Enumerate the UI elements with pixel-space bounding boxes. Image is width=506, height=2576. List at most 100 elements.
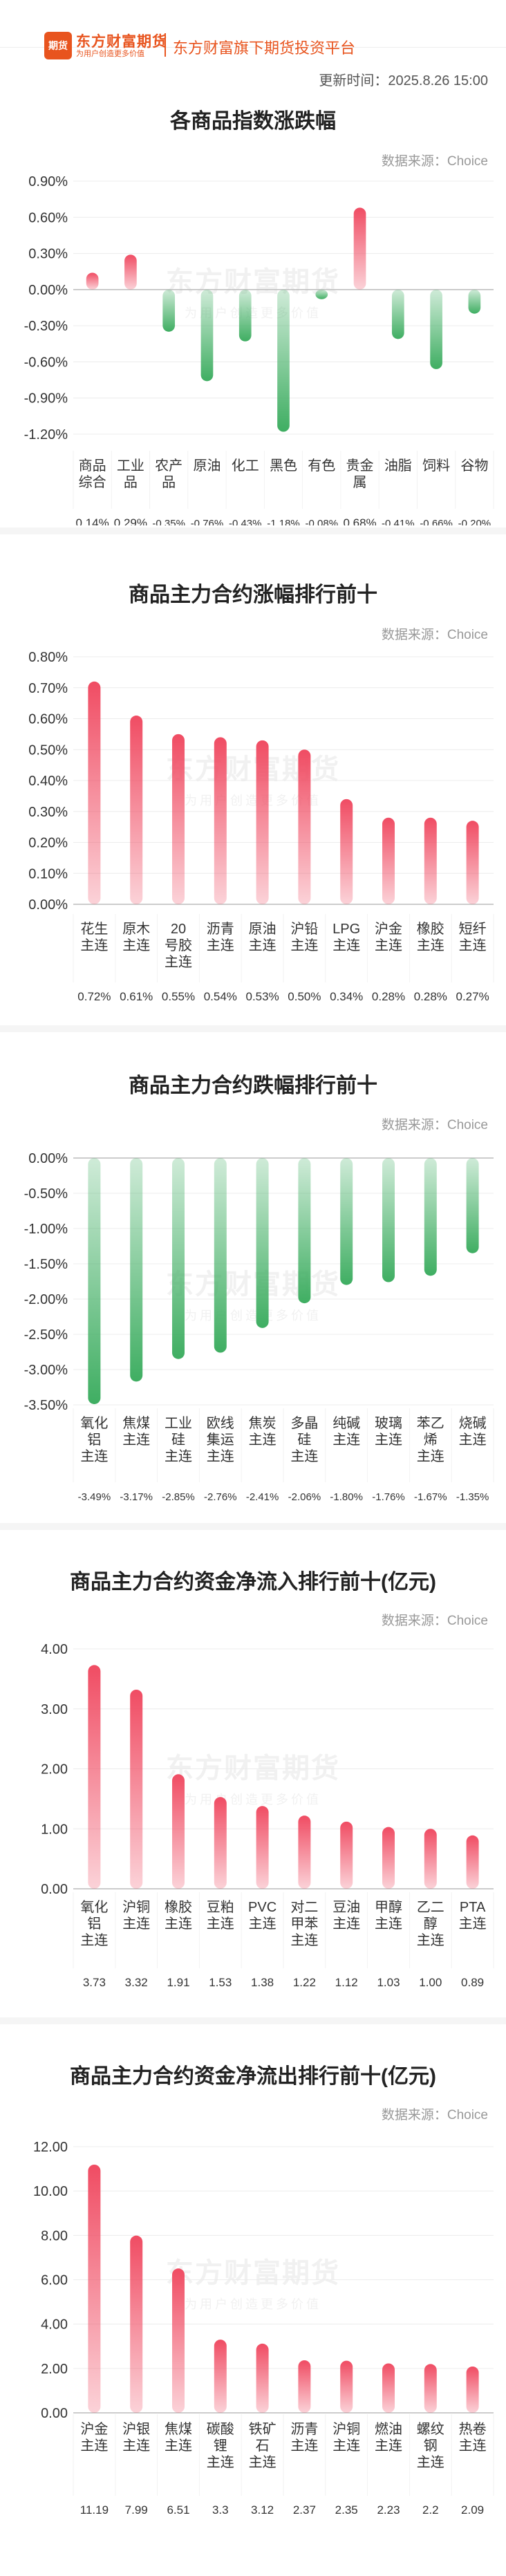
category-label: 农产品 [155, 458, 182, 490]
bar [340, 799, 353, 904]
category-label: 化工 [232, 458, 259, 474]
category-label: 沥青主连 [207, 921, 234, 953]
value-label: 1.38 [251, 1976, 274, 1989]
category-label: 氧化铝主连 [80, 1899, 108, 1948]
category-label: 纯碱主连 [332, 1415, 360, 1448]
category-label: 豆油主连 [332, 1899, 360, 1932]
category-label: PTA 主连 [459, 1900, 487, 1932]
value-label: -3.17% [120, 1491, 153, 1503]
bar [424, 817, 437, 904]
category-label: 碳酸锂主连 [207, 2421, 234, 2470]
value-label: -0.20% [458, 518, 491, 525]
bar [466, 2366, 479, 2413]
category-label: 沪银主连 [122, 2421, 150, 2454]
value-label: -0.08% [306, 518, 339, 525]
y-tick-label: 0.00% [28, 1151, 68, 1166]
value-label: -1.76% [372, 1491, 405, 1503]
y-tick-label: 0.40% [28, 774, 68, 789]
bar [256, 1158, 269, 1328]
value-label: 2.23 [377, 2503, 400, 2517]
category-label: 原油主连 [249, 921, 277, 953]
category-label: 橡胶主连 [165, 1899, 192, 1932]
bar [214, 737, 227, 904]
bar [466, 1835, 479, 1889]
chart-section-2: 商品主力合约跌幅排行前十 数据来源：Choice 东方财富期货 为用户创造更多价… [0, 1037, 506, 1521]
value-label: 0.28% [372, 990, 405, 1003]
bar [130, 1689, 143, 1889]
y-tick-label: 3.00 [41, 1702, 68, 1717]
section-divider [0, 2017, 506, 2024]
bar [124, 254, 137, 290]
bar [130, 1158, 143, 1382]
bar [298, 2360, 311, 2413]
platform-name: 东方财富旗下期货投资平台 [173, 39, 356, 57]
value-label: 0.61% [120, 990, 153, 1003]
y-tick-label: 12.00 [33, 2140, 68, 2155]
value-label: 3.12 [251, 2503, 274, 2517]
bar [353, 207, 366, 290]
category-label: 原木主连 [122, 921, 150, 953]
category-label: 焦炭主连 [249, 1415, 277, 1448]
bar [238, 289, 252, 342]
y-tick-label: 6.00 [41, 2273, 68, 2288]
value-label: -2.76% [204, 1491, 237, 1503]
category-label: 沪铜主连 [122, 1899, 150, 1932]
bar [88, 681, 101, 904]
value-label: 0.72% [77, 990, 111, 1003]
bar [466, 1158, 479, 1253]
value-label: 11.19 [80, 2503, 109, 2517]
y-tick-label: -0.60% [24, 355, 68, 370]
value-label: 2.2 [422, 2503, 439, 2517]
chart-title: 商品主力合约跌幅排行前十 [129, 1074, 377, 1097]
y-tick-label: 0.00% [28, 897, 68, 913]
category-label: 玻璃主连 [375, 1415, 402, 1448]
chart-source: 数据来源：Choice [381, 628, 488, 642]
value-label: -3.49% [78, 1491, 111, 1503]
chart-title: 各商品指数涨跌幅 [170, 110, 336, 133]
bar [424, 2364, 437, 2413]
bar [382, 817, 395, 904]
category-label: 工业硅主连 [165, 1415, 192, 1464]
bar [86, 272, 99, 290]
bar [214, 1797, 227, 1889]
y-tick-label: 0.30% [28, 805, 68, 820]
category-label: 黑色 [270, 458, 297, 474]
y-tick-label: -0.30% [24, 319, 68, 334]
value-label: 0.14% [76, 516, 109, 525]
value-label: -1.80% [330, 1491, 363, 1503]
y-tick-label: 0.20% [28, 836, 68, 851]
y-tick-label: -1.50% [24, 1257, 68, 1272]
value-label: 0.55% [162, 990, 195, 1003]
category-label: 烧碱主连 [459, 1415, 487, 1448]
header-divider [165, 33, 166, 57]
app-header: 期货 东方财富期货 为用户创造更多价值 东方财富旗下期货投资平台 [0, 0, 506, 59]
value-label: -1.18% [267, 518, 300, 525]
y-tick-label: 0.00% [28, 283, 68, 298]
y-tick-label: -2.00% [24, 1292, 68, 1307]
value-label: 0.54% [204, 990, 237, 1003]
brand-logo-icon: 期货 [44, 32, 72, 59]
value-label: -1.67% [414, 1491, 447, 1503]
bar [382, 2363, 395, 2413]
category-label: 商品综合 [79, 458, 106, 490]
category-label: 焦煤主连 [122, 1415, 150, 1448]
category-label: 饲料 [422, 458, 450, 474]
bar [298, 1816, 311, 1889]
y-tick-label: 0.30% [28, 247, 68, 262]
bar [172, 2268, 185, 2413]
value-label: 1.12 [335, 1976, 358, 1989]
category-label: 20 号胶主连 [165, 922, 192, 970]
value-label: 0.28% [414, 990, 447, 1003]
value-label: -1.35% [456, 1491, 489, 1503]
value-label: 1.91 [167, 1976, 189, 1989]
chart-source: 数据来源：Choice [381, 154, 488, 169]
bar [172, 1774, 185, 1889]
y-tick-label: -2.50% [24, 1327, 68, 1343]
value-label: -0.43% [229, 518, 262, 525]
bar [214, 2340, 227, 2413]
y-tick-label: -3.00% [24, 1363, 68, 1378]
value-label: 0.68% [343, 516, 376, 525]
chart-section-1: 商品主力合约涨幅排行前十 数据来源：Choice 东方财富期货 为用户创造更多价… [0, 546, 506, 1020]
category-label: 甲醇主连 [375, 1899, 402, 1932]
category-label: 贵金属 [346, 458, 374, 490]
